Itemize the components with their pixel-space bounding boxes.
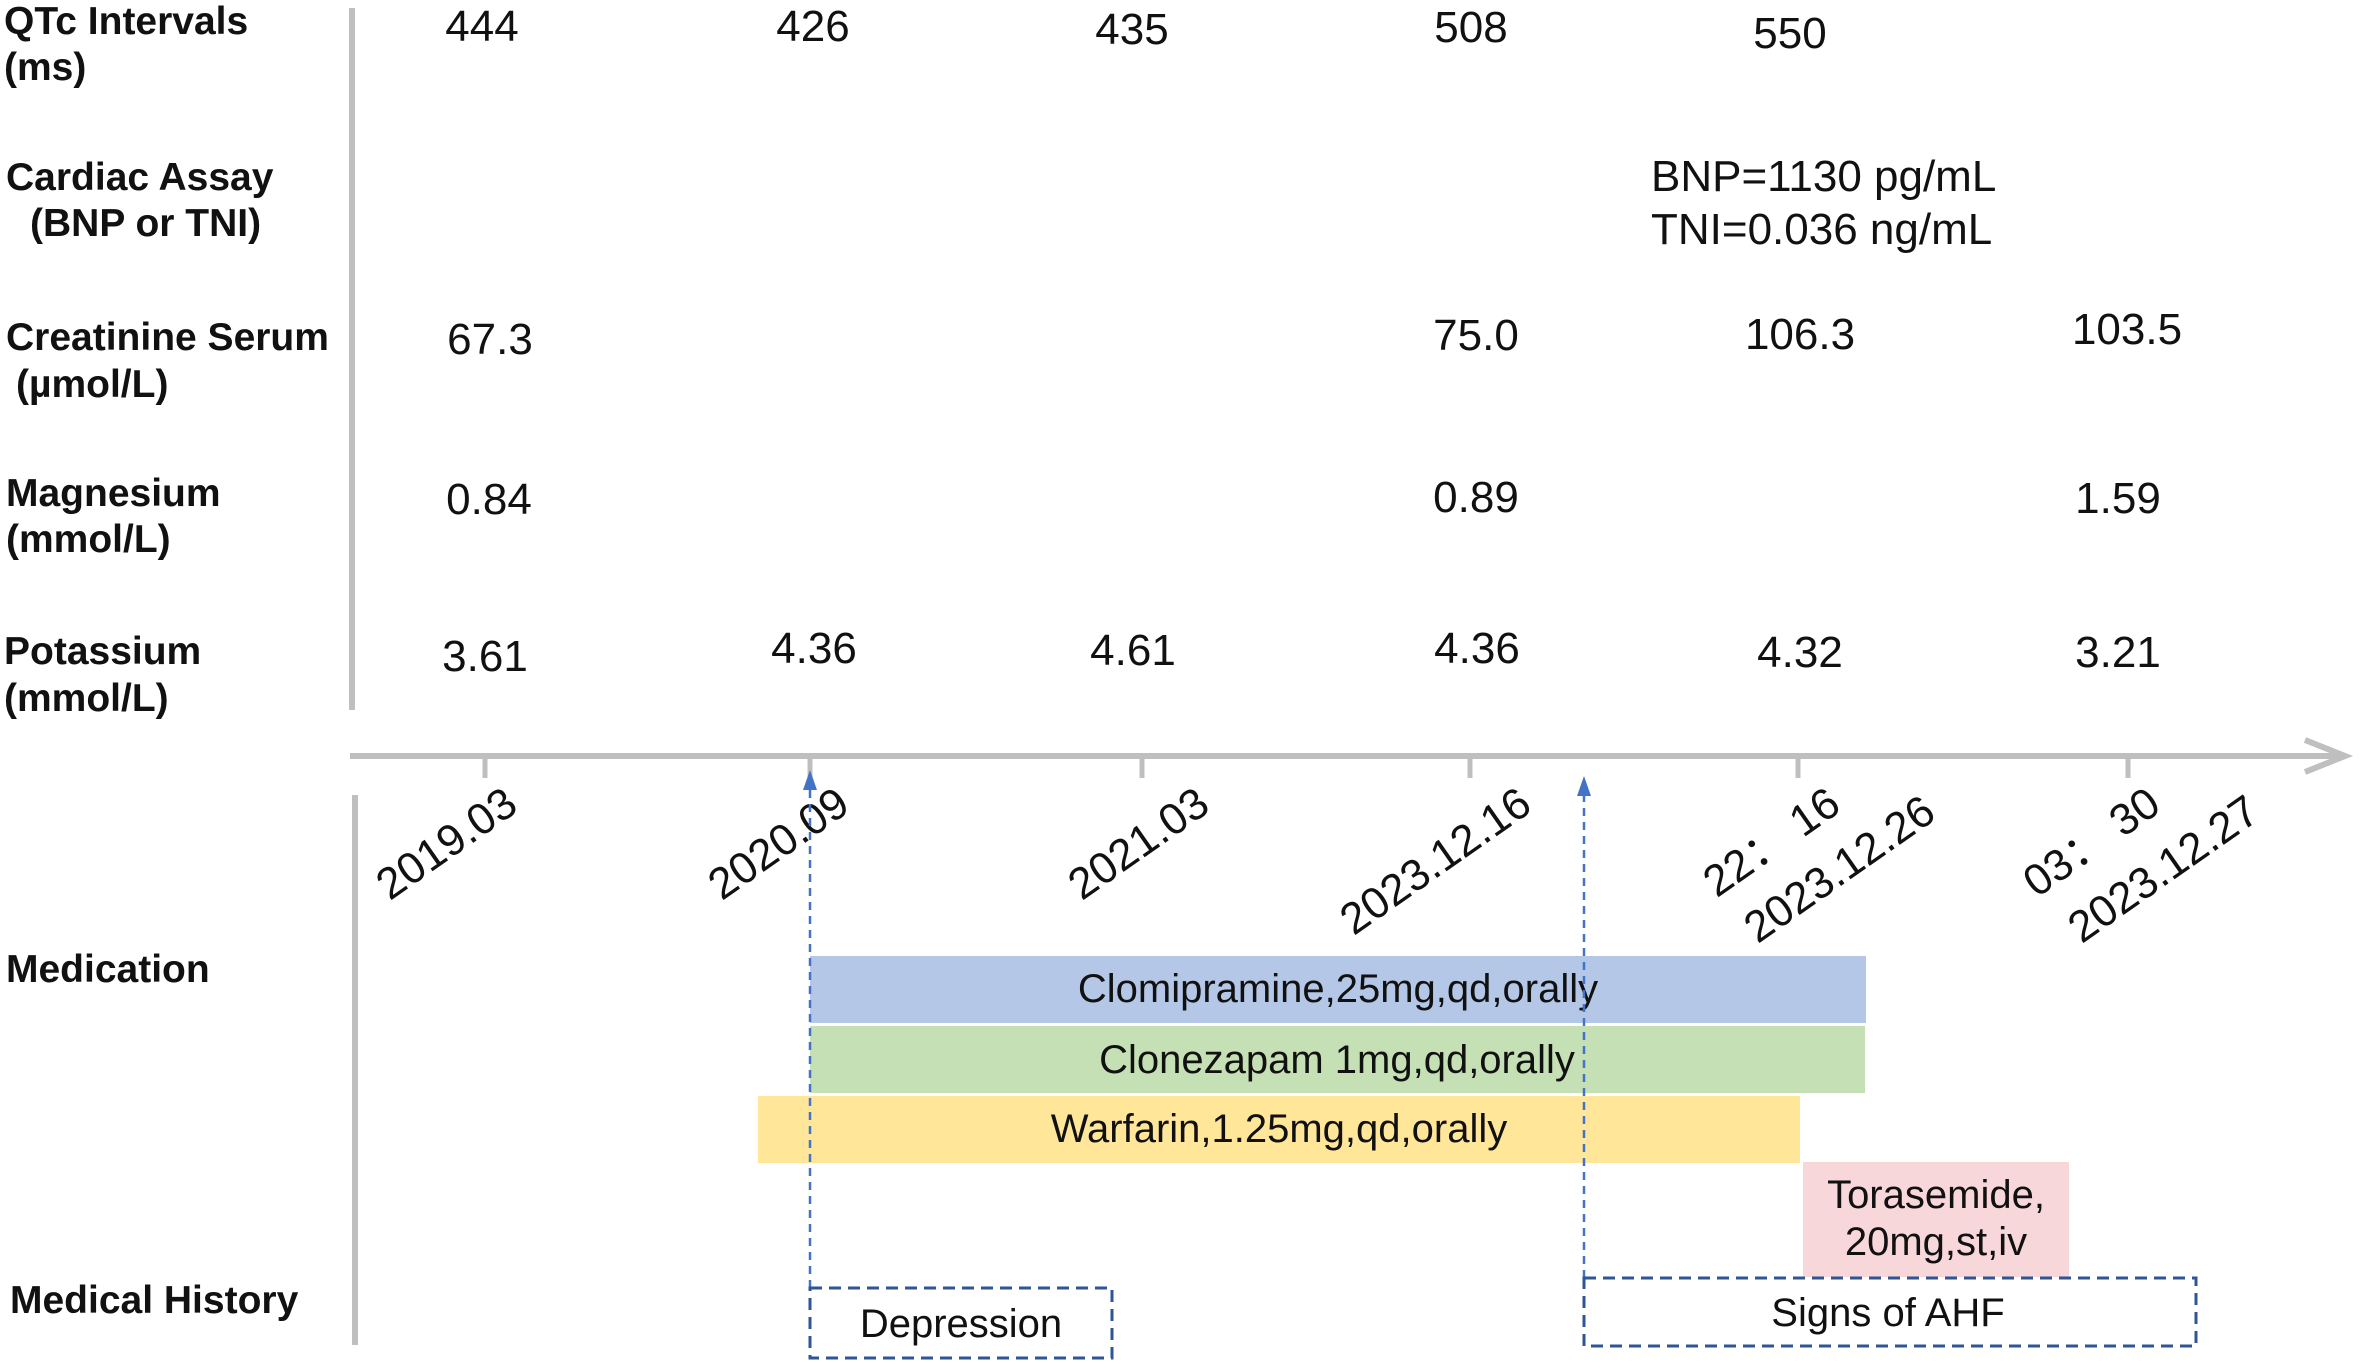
depression-text: Depression xyxy=(860,1302,1062,1346)
ahf-box xyxy=(1582,1276,2198,1348)
magnesium-label: Magnesium xyxy=(6,472,221,515)
potassium-value: 4.36 xyxy=(771,624,857,673)
clomipramine-label: Clomipramine,25mg,qd,orally xyxy=(1078,967,1598,1011)
torasemide-label: Torasemide, xyxy=(1827,1173,2045,1217)
date-label: 2023.12.16 xyxy=(1331,778,1539,944)
qtc-value: 550 xyxy=(1753,9,1826,58)
qtc-value: 444 xyxy=(445,2,518,51)
qtc-value: 426 xyxy=(776,2,849,51)
creatinine-value: 75.0 xyxy=(1433,311,1519,360)
qtc-label: QTc Intervals xyxy=(4,0,248,43)
tni-value: TNI=0.036 ng/mL xyxy=(1651,205,1992,254)
date-label: 2019.03 xyxy=(367,778,525,909)
potassium-unit: (mmol/L) xyxy=(4,677,169,720)
magnesium-value: 0.84 xyxy=(446,475,532,524)
date-label: 2021.03 xyxy=(1059,778,1217,909)
potassium-value: 3.61 xyxy=(442,632,528,681)
creatinine-unit: (µmol/L) xyxy=(16,363,168,406)
qtc-unit: (ms) xyxy=(4,46,86,89)
magnesium-value: 0.89 xyxy=(1433,473,1519,522)
date-label: 2020.09 xyxy=(699,778,857,909)
magnesium-value: 1.59 xyxy=(2075,474,2161,523)
qtc-value: 435 xyxy=(1095,5,1168,54)
torasemide-bar xyxy=(1803,1162,2069,1277)
creatinine-value: 67.3 xyxy=(447,315,533,364)
creatinine-value: 103.5 xyxy=(2072,305,2182,354)
potassium-value: 4.61 xyxy=(1090,626,1176,675)
potassium-value: 4.32 xyxy=(1757,628,1843,677)
clonezapam-bar xyxy=(810,1026,1865,1093)
warfarin-bar xyxy=(758,1096,1800,1163)
time-axis-arrowhead xyxy=(2303,737,2354,775)
potassium-value: 4.36 xyxy=(1434,624,1520,673)
warfarin-label: Warfarin,1.25mg,qd,orally xyxy=(1051,1107,1507,1151)
arrowhead-icon xyxy=(803,770,817,790)
creatinine-value: 106.3 xyxy=(1745,310,1855,359)
medical-history-label: Medical History xyxy=(10,1279,299,1322)
clomipramine-bar xyxy=(810,956,1866,1023)
magnesium-unit: (mmol/L) xyxy=(6,518,171,561)
depression-box xyxy=(808,1286,1114,1360)
cardiac-unit: (BNP or TNI) xyxy=(30,202,261,245)
ahf-text: Signs of AHF xyxy=(1771,1291,2004,1335)
arrowhead-icon xyxy=(1577,776,1591,796)
torasemide-dose: 20mg,st,iv xyxy=(1845,1220,2027,1264)
cardiac-label: Cardiac Assay xyxy=(6,156,274,199)
potassium-label: Potassium xyxy=(4,630,201,673)
bnp-value: BNP=1130 pg/mL xyxy=(1651,152,1996,201)
medication-label: Medication xyxy=(6,948,210,991)
qtc-value: 508 xyxy=(1434,3,1507,52)
potassium-value: 3.21 xyxy=(2075,628,2161,677)
creatinine-label: Creatinine Serum xyxy=(6,316,329,359)
clonezapam-label: Clonezapam 1mg,qd,orally xyxy=(1099,1038,1575,1082)
